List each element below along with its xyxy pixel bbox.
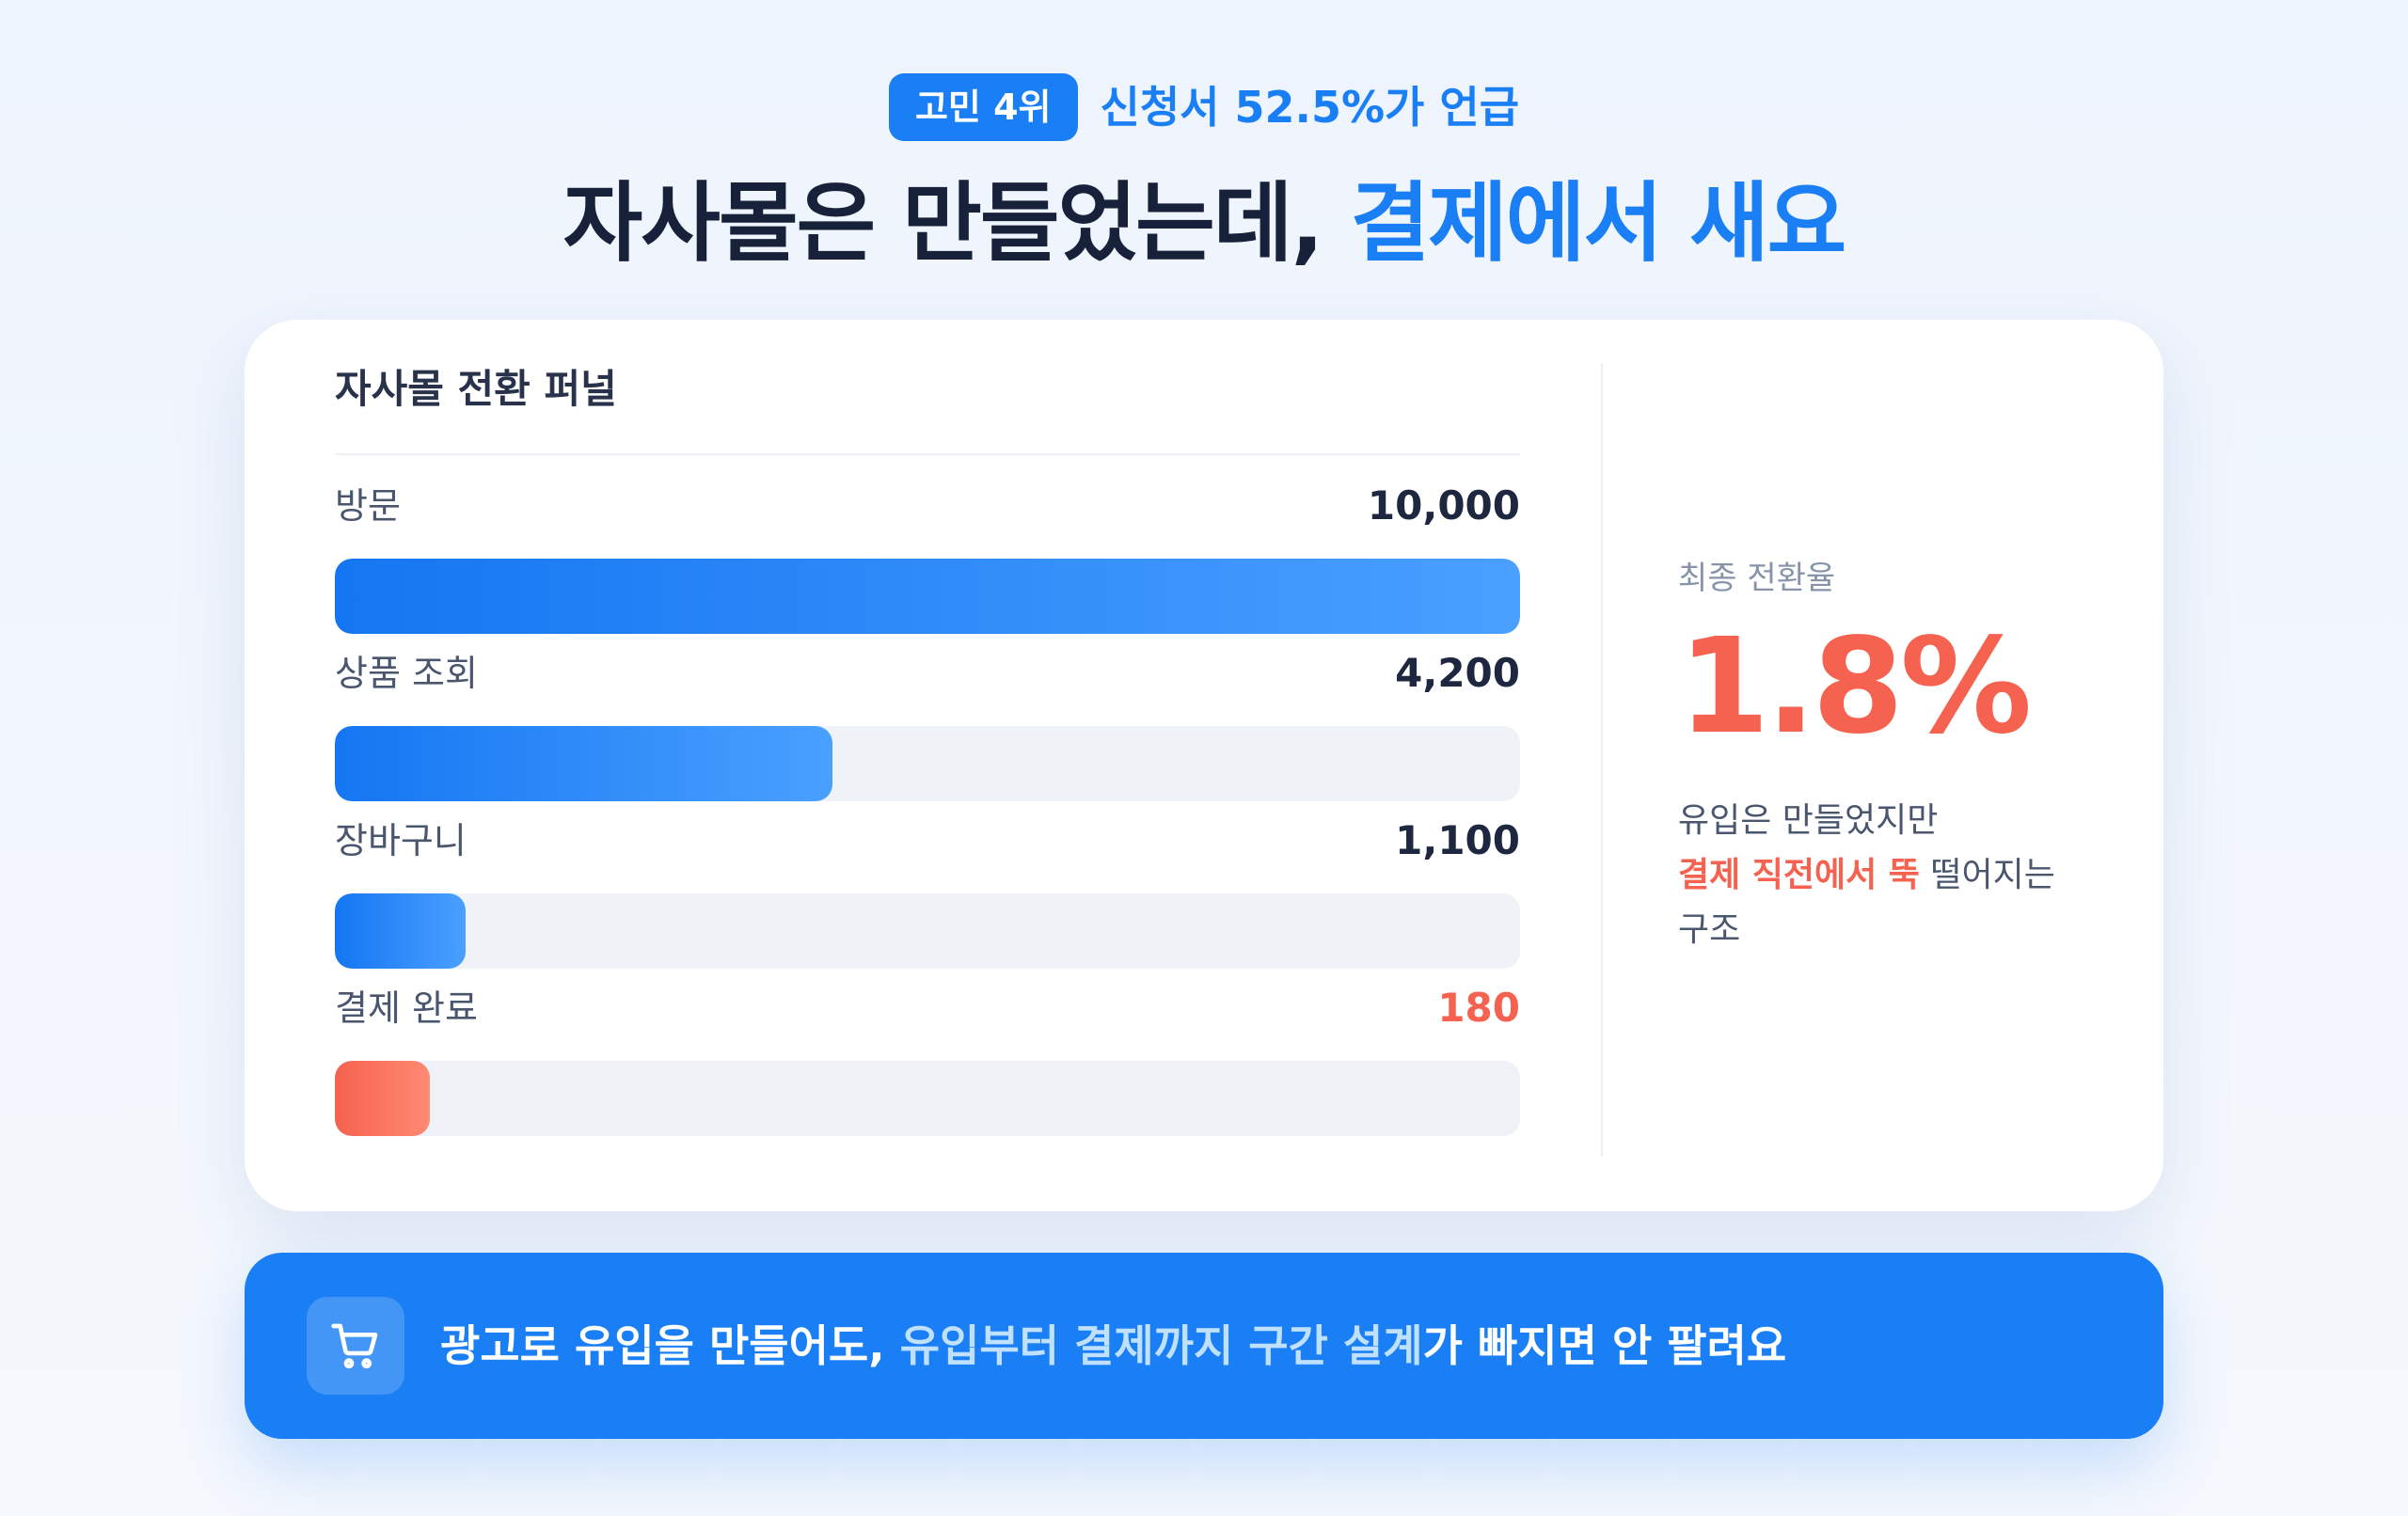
desc-highlight: 결제 직전에서 뚝 xyxy=(1678,856,1920,894)
card-divider xyxy=(335,453,1520,455)
banner-text-c: 가 빠지면 안 팔려요 xyxy=(1422,1320,1787,1371)
funnel-bar xyxy=(335,726,833,801)
conversion-description: 유입은 만들었지만 결제 직전에서 뚝 떨어지는 구조 xyxy=(1678,794,2092,957)
funnel-bar xyxy=(335,893,466,969)
funnel-stage-value: 180 xyxy=(1437,985,1520,1031)
funnel-stage-label: 방문 xyxy=(335,485,401,527)
funnel-row: 방문 10,000 xyxy=(335,480,1520,647)
funnel-row: 장바구니 1,100 xyxy=(335,814,1520,982)
funnel-row: 상품 조회 4,200 xyxy=(335,647,1520,814)
funnel-bar-track xyxy=(335,893,1520,969)
vertical-divider xyxy=(1601,363,1603,1157)
conversion-label: 최종 전환율 xyxy=(1678,560,1836,597)
desc-line-1: 유입은 만들었지만 xyxy=(1678,801,1939,840)
funnel-stage-value: 4,200 xyxy=(1395,650,1520,696)
funnel-bar-track xyxy=(335,559,1520,634)
funnel-stage-value: 1,100 xyxy=(1395,817,1520,863)
funnel-stage-label: 상품 조회 xyxy=(335,653,478,694)
desc-line-2: 결제 직전에서 뚝 떨어지는 xyxy=(1678,848,2092,903)
funnel-chart: 방문 10,000 상품 조회 4,200 장바구니 1,100 결제 완료 180 xyxy=(335,480,1520,1149)
funnel-bar xyxy=(335,1061,430,1136)
funnel-stage-label: 결제 완료 xyxy=(335,987,478,1029)
funnel-row: 결제 완료 180 xyxy=(335,982,1520,1149)
banner-text-b: 유입부터 결제까지 구간 설계 xyxy=(899,1320,1423,1371)
rank-badge: 고민 4위 xyxy=(888,73,1078,141)
funnel-stage-value: 10,000 xyxy=(1367,482,1520,529)
header-badge-row: 고민 4위 신청서 52.5%가 언급 xyxy=(0,73,2408,141)
headline-main: 자사몰은 만들었는데, xyxy=(562,173,1351,274)
cart-icon xyxy=(307,1297,404,1395)
headline-accent: 결제에서 새요 xyxy=(1350,173,1846,274)
page-title: 자사몰은 만들었는데, 결제에서 새요 xyxy=(0,167,2408,280)
conversion-summary: 최종 전환율 1.8% 유입은 만들었지만 결제 직전에서 뚝 떨어지는 구조 xyxy=(1678,555,2092,957)
message-banner: 광고로 유입을 만들어도, 유입부터 결제까지 구간 설계가 빠지면 안 팔려요 xyxy=(245,1253,2163,1439)
desc-line-3: 구조 xyxy=(1678,910,1741,949)
banner-message: 광고로 유입을 만들어도, 유입부터 결제까지 구간 설계가 빠지면 안 팔려요 xyxy=(440,1314,1786,1378)
badge-subtitle: 신청서 52.5%가 언급 xyxy=(1100,82,1520,133)
desc-rest: 떨어지는 xyxy=(1919,856,2055,894)
conversion-value: 1.8% xyxy=(1678,610,2032,764)
funnel-card: 자사몰 전환 퍼널 방문 10,000 상품 조회 4,200 장바구니 1,100 결제 … xyxy=(245,320,2163,1211)
funnel-bar-track xyxy=(335,726,1520,801)
card-title: 자사몰 전환 퍼널 xyxy=(335,366,617,412)
funnel-bar-track xyxy=(335,1061,1520,1136)
funnel-bar xyxy=(335,559,1520,634)
banner-text-a: 광고로 유입을 만들어도, xyxy=(440,1320,900,1371)
funnel-stage-label: 장바구니 xyxy=(335,820,467,861)
